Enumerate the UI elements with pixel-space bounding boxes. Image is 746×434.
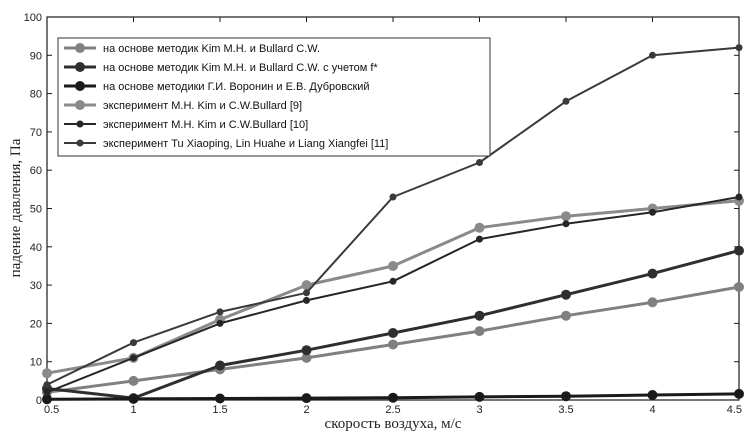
data-point [734, 246, 744, 256]
legend-marker [75, 100, 85, 110]
data-point [388, 340, 398, 350]
data-point [563, 98, 570, 105]
legend-marker [77, 121, 84, 128]
legend: на основе методик Kim M.H. и Bullard C.W… [58, 38, 490, 156]
data-point [475, 311, 485, 321]
data-point [561, 290, 571, 300]
data-point [475, 326, 485, 336]
legend-label: эксперимент M.H. Kim и C.W.Bullard [10] [103, 119, 308, 131]
data-point [561, 211, 571, 221]
data-point [734, 282, 744, 292]
x-axis-title: скорость воздуха, м/с [325, 416, 462, 432]
data-point [736, 194, 743, 201]
data-point [217, 320, 224, 327]
legend-label: на основе методики Г.И. Воронин и Е.В. Д… [103, 81, 370, 93]
data-point [561, 391, 571, 401]
x-tick-label: 4.5 [727, 404, 742, 416]
y-tick-label: 40 [30, 242, 42, 254]
data-point [390, 194, 397, 201]
data-point [130, 354, 137, 361]
data-point [302, 345, 312, 355]
x-tick-label: 0.5 [44, 404, 59, 416]
legend-marker [75, 62, 85, 72]
data-point [44, 381, 51, 388]
data-point [388, 261, 398, 271]
legend-label: на основе методик Kim M.H. и Bullard C.W… [103, 62, 378, 74]
data-point [561, 311, 571, 321]
data-point [302, 393, 312, 403]
x-tick-label: 2 [303, 404, 309, 416]
data-point [44, 389, 51, 396]
legend-label: на основе методик Kim M.H. и Bullard C.W… [103, 43, 320, 55]
x-tick-label: 1 [130, 404, 136, 416]
y-tick-label: 30 [30, 280, 42, 292]
y-tick-label: 20 [30, 318, 42, 330]
x-tick-label: 3 [476, 404, 482, 416]
data-point [476, 236, 483, 243]
x-tick-label: 2.5 [385, 404, 400, 416]
data-point [388, 393, 398, 403]
legend-marker [75, 81, 85, 91]
x-tick-label: 3.5 [558, 404, 573, 416]
legend-label: эксперимент Tu Xiaoping, Lin Huahe и Lia… [103, 138, 388, 150]
y-axis-title: падение давления, Па [8, 138, 24, 277]
data-point [649, 52, 656, 59]
data-point [475, 223, 485, 233]
y-tick-label: 10 [30, 357, 42, 369]
data-point [217, 308, 224, 315]
data-point [563, 220, 570, 227]
data-point [303, 289, 310, 296]
data-point [475, 392, 485, 402]
data-point [734, 389, 744, 399]
x-tick-label: 1.5 [212, 404, 227, 416]
data-point [736, 44, 743, 51]
data-point [648, 297, 658, 307]
legend-label: эксперимент M.H. Kim и C.W.Bullard [9] [103, 100, 302, 112]
data-point [648, 390, 658, 400]
data-point [215, 361, 225, 371]
legend-marker [75, 43, 85, 53]
data-point [42, 368, 52, 378]
data-point [129, 376, 139, 386]
legend-marker [77, 140, 84, 147]
x-tick-label: 4 [649, 404, 655, 416]
y-tick-label: 100 [24, 12, 42, 24]
data-point [649, 209, 656, 216]
y-tick-label: 90 [30, 50, 42, 62]
data-point [388, 328, 398, 338]
y-tick-label: 60 [30, 165, 42, 177]
data-point [130, 339, 137, 346]
data-point [303, 297, 310, 304]
data-point [129, 394, 139, 404]
data-point [648, 269, 658, 279]
y-tick-label: 0 [36, 395, 42, 407]
data-point [390, 278, 397, 285]
y-tick-label: 50 [30, 204, 42, 216]
y-tick-label: 70 [30, 127, 42, 139]
data-point [215, 394, 225, 404]
data-point [476, 159, 483, 166]
y-tick-label: 80 [30, 89, 42, 101]
